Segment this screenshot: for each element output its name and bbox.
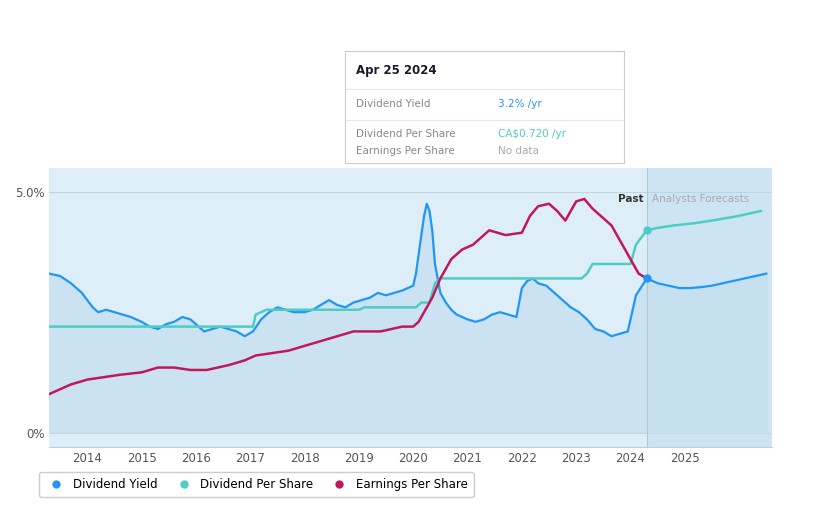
Text: Earnings Per Share: Earnings Per Share <box>356 146 455 156</box>
Text: CA$0.720 /yr: CA$0.720 /yr <box>498 129 566 139</box>
Text: No data: No data <box>498 146 539 156</box>
Text: Past: Past <box>618 194 644 204</box>
Text: 3.2% /yr: 3.2% /yr <box>498 100 542 109</box>
Bar <box>647 168 799 447</box>
Text: Apr 25 2024: Apr 25 2024 <box>356 64 437 77</box>
Text: Dividend Per Share: Dividend Per Share <box>356 129 456 139</box>
Legend: Dividend Yield, Dividend Per Share, Earnings Per Share: Dividend Yield, Dividend Per Share, Earn… <box>39 472 474 497</box>
Text: Analysts Forecasts: Analysts Forecasts <box>652 194 750 204</box>
Text: Dividend Yield: Dividend Yield <box>356 100 430 109</box>
